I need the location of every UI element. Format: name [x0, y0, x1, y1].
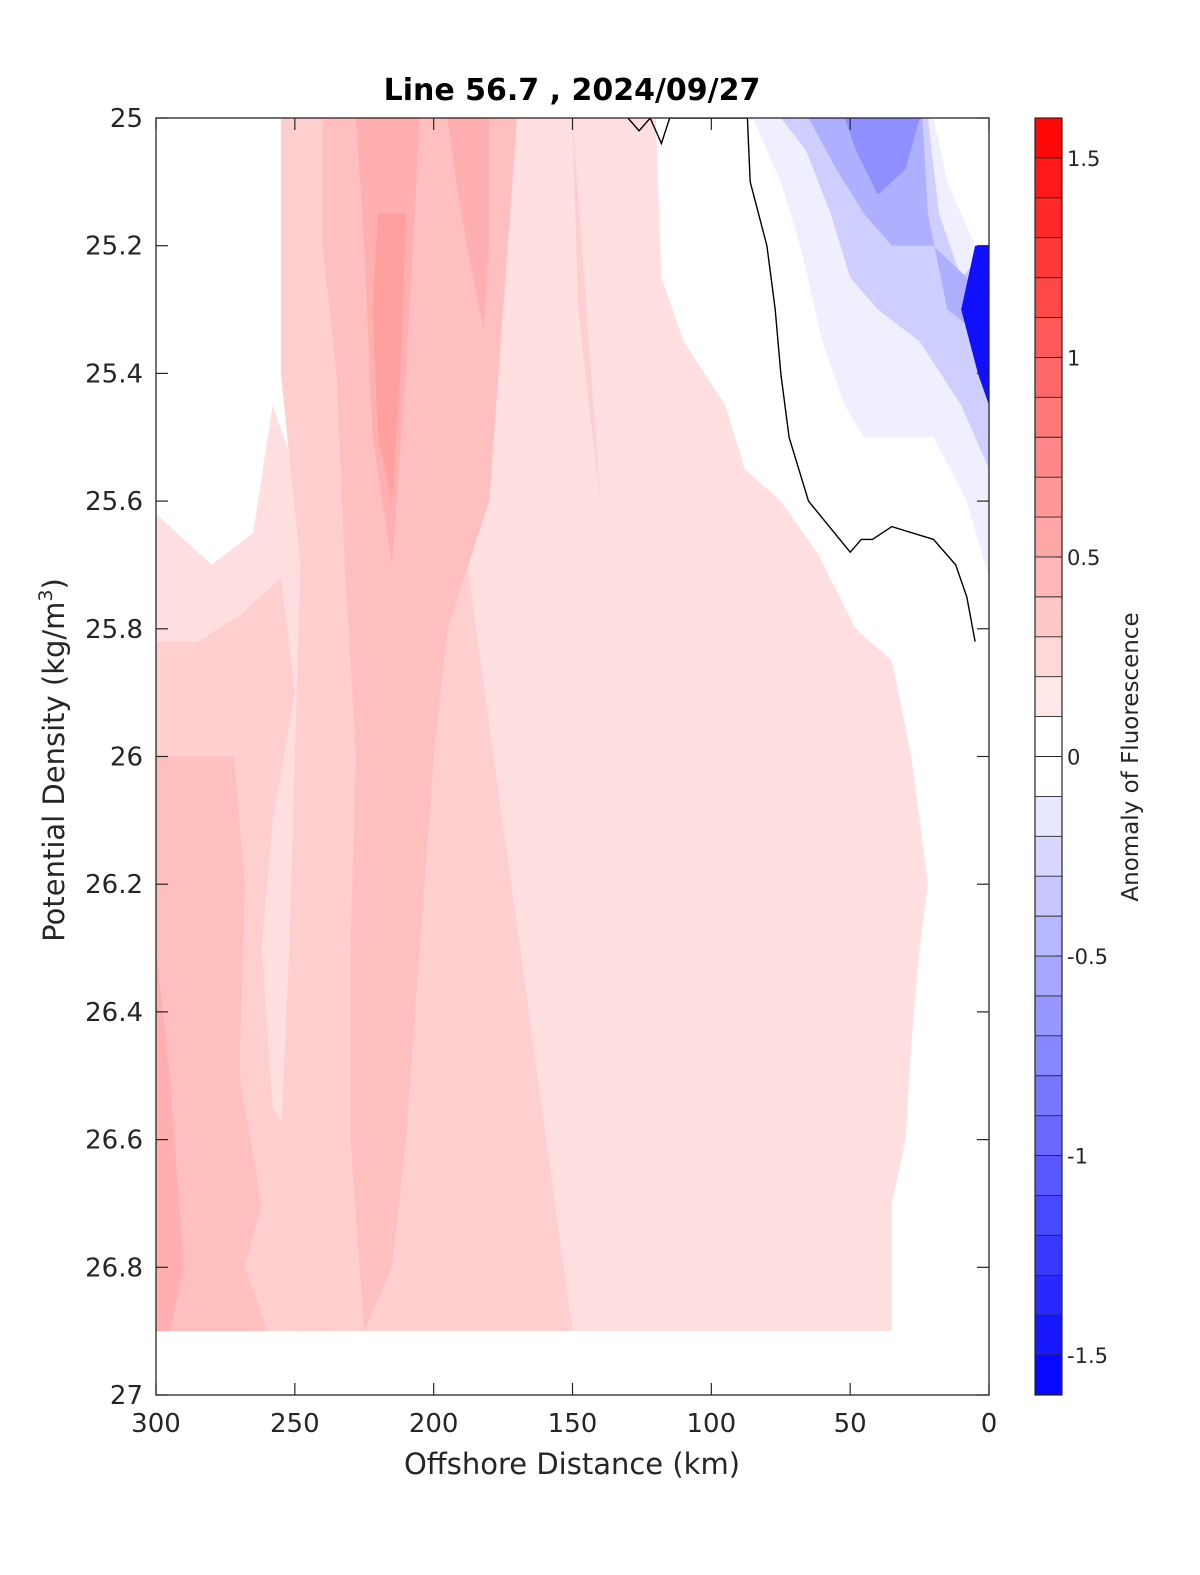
- colorbar-band: [1035, 437, 1062, 478]
- chart-title: Line 56.7 , 2024/09/27: [384, 73, 761, 108]
- colorbar-tick-label: 0: [1067, 746, 1080, 770]
- contour-region-6: [156, 948, 184, 1332]
- colorbar-band: [1035, 517, 1062, 558]
- y-tick-label: 26.2: [85, 870, 143, 900]
- colorbar-band: [1035, 1155, 1062, 1196]
- contour-region-12: [780, 118, 989, 470]
- colorbar-band: [1035, 477, 1062, 518]
- colorbar-band: [1035, 796, 1062, 837]
- colorbar-band: [1035, 237, 1062, 279]
- colorbar: [1035, 118, 1062, 1396]
- colorbar-tick-label: -1: [1067, 1145, 1088, 1169]
- x-tick-label: 0: [981, 1409, 998, 1439]
- contour-fill-regions: [156, 118, 989, 1332]
- colorbar-ticks: 1.5 1 0.5 0 -0.5 -1 -1.5: [1056, 147, 1108, 1368]
- colorbar-tick-label: -0.5: [1067, 945, 1108, 969]
- colorbar-band: [1035, 756, 1062, 797]
- contour-region-5: [156, 756, 268, 1332]
- contour-region-9: [447, 118, 490, 329]
- y-axis-label: Potential Density (kg/m3): [35, 578, 71, 942]
- y-axis-label-main: Potential Density (kg/m: [37, 602, 71, 942]
- colorbar-band: [1035, 636, 1062, 678]
- y-tick-label: 26: [110, 743, 143, 773]
- colorbar-band: [1035, 397, 1062, 438]
- colorbar-band: [1035, 157, 1062, 199]
- colorbar-band: [1035, 995, 1062, 1037]
- x-axis-label: Offshore Distance (km): [404, 1447, 740, 1481]
- y-tick-label: 25.4: [85, 359, 143, 389]
- x-tick-label: 50: [834, 1409, 867, 1439]
- y-tick-label: 26.8: [85, 1253, 143, 1283]
- colorbar-band: [1035, 1235, 1062, 1276]
- colorbar-band: [1035, 277, 1062, 319]
- y-tick-label: 25.2: [85, 232, 143, 262]
- contour-region-14: [844, 118, 920, 195]
- y-tick-label: 26.4: [85, 998, 143, 1028]
- colorbar-band: [1035, 1075, 1062, 1117]
- x-tick-label: 200: [409, 1409, 459, 1439]
- colorbar-band: [1035, 1115, 1062, 1157]
- colorbar-band: [1035, 836, 1062, 877]
- zero-contour-layer: [627, 118, 976, 642]
- x-tick-label: 300: [131, 1409, 181, 1439]
- colorbar-band: [1035, 1315, 1062, 1356]
- colorbar-band: [1035, 1195, 1062, 1236]
- colorbar-tick-label: 1: [1067, 346, 1080, 370]
- colorbar-tick-label: -1.5: [1067, 1344, 1108, 1368]
- zero-contour-line: [627, 118, 976, 642]
- colorbar-tick-label: 0.5: [1067, 546, 1100, 570]
- y-tick-label: 26.6: [85, 1126, 143, 1156]
- colorbar-label: Anomaly of Fluorescence: [1118, 612, 1144, 901]
- y-axis-label-close: ): [37, 578, 71, 589]
- contour-region-7: [322, 118, 517, 1332]
- x-axis-ticks: 300 250 200 150 100 50 0: [131, 118, 997, 1439]
- y-axis-ticks: 25 25.2 25.4 25.6 25.8 26 26.2 26.4 26.6 26.8 27: [85, 104, 989, 1411]
- contour-region-15: [961, 245, 989, 406]
- colorbar-band: [1035, 1035, 1062, 1077]
- colorbar-band: [1035, 197, 1062, 239]
- colorbar-band: [1035, 1355, 1062, 1396]
- colorbar-band: [1035, 357, 1062, 398]
- colorbar-band: [1035, 716, 1062, 757]
- colorbar-band: [1035, 956, 1062, 997]
- colorbar-band: [1035, 1275, 1062, 1316]
- colorbar-band: [1035, 876, 1062, 917]
- colorbar-band: [1035, 916, 1062, 957]
- colorbar-band: [1035, 596, 1062, 638]
- contour-region-10: [372, 213, 406, 502]
- x-tick-label: 100: [687, 1409, 737, 1439]
- y-tick-label: 27: [110, 1381, 143, 1411]
- y-tick-label: 25.6: [85, 487, 143, 517]
- colorbar-band: [1035, 676, 1062, 718]
- colorbar-band: [1035, 118, 1062, 159]
- y-tick-label: 25.8: [85, 615, 143, 645]
- y-tick-label: 25: [110, 104, 143, 134]
- y-axis-label-superscript: 3: [35, 589, 57, 601]
- x-tick-label: 250: [270, 1409, 320, 1439]
- colorbar-band: [1035, 317, 1062, 358]
- contour-region-13: [808, 118, 989, 342]
- x-tick-label: 150: [548, 1409, 598, 1439]
- colorbar-tick-label: 1.5: [1067, 147, 1100, 171]
- colorbar-band: [1035, 556, 1062, 598]
